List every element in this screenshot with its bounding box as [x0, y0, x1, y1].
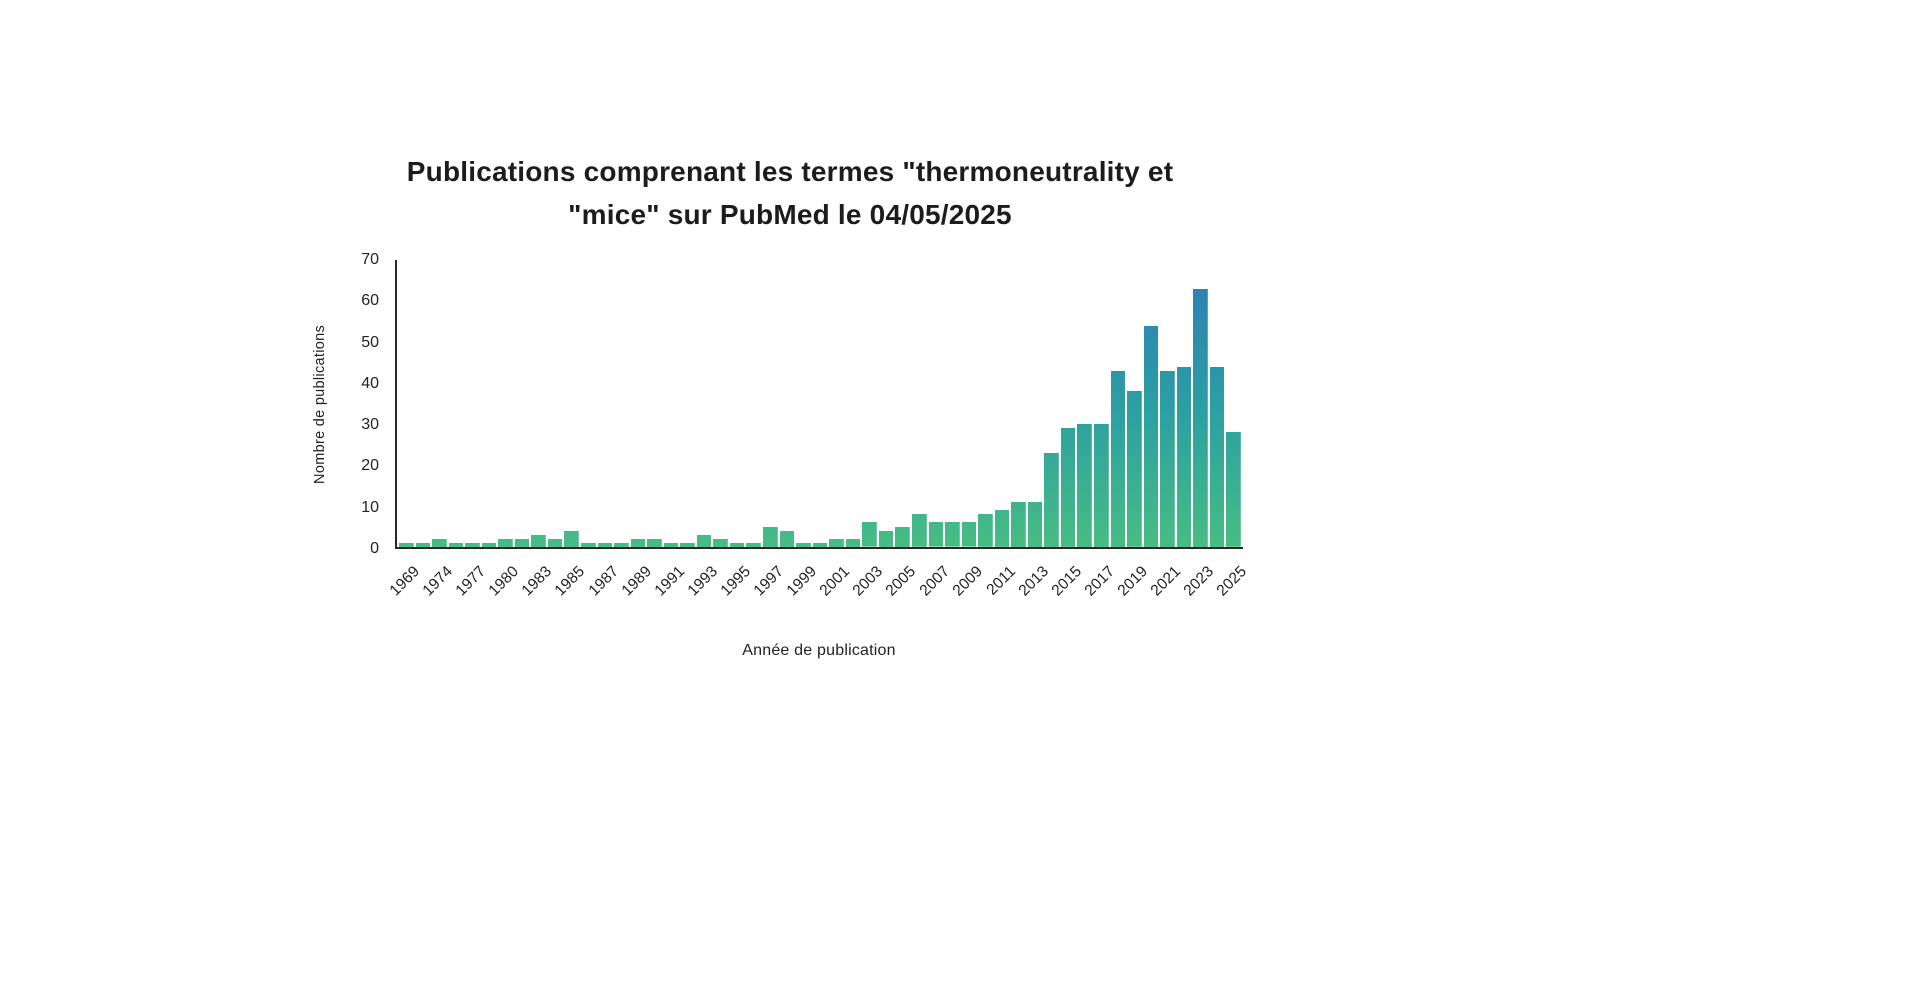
- bar: [911, 514, 927, 547]
- bar: [415, 542, 431, 547]
- bar: [1209, 366, 1225, 547]
- bar: [994, 510, 1010, 547]
- bar: [1044, 452, 1059, 547]
- bar: [432, 538, 447, 547]
- bar: [878, 530, 894, 547]
- chart-title-line-2: "mice" sur PubMed le 04/05/2025: [568, 199, 1012, 231]
- bar: [680, 542, 695, 547]
- x-tick-label: 2015: [1048, 563, 1085, 600]
- bar: [895, 526, 910, 547]
- x-tick-label: 1995: [717, 563, 754, 600]
- bar: [647, 538, 662, 547]
- bar: [531, 534, 546, 547]
- x-tick-label: 1980: [485, 563, 522, 600]
- bar: [1127, 391, 1142, 547]
- bar: [829, 538, 844, 547]
- bar: [630, 538, 646, 547]
- bar: [1027, 501, 1043, 547]
- x-axis-title: Année de publication: [742, 642, 896, 659]
- y-axis-title: Nombre de publications: [312, 260, 328, 549]
- bar: [1110, 370, 1126, 547]
- x-tick-label: 1977: [452, 563, 489, 600]
- bar: [465, 542, 480, 547]
- x-tick-label: 1969: [386, 563, 423, 600]
- x-tick-label: 1985: [551, 563, 588, 600]
- bar: [812, 542, 828, 547]
- bar: [1077, 424, 1092, 547]
- bar: [713, 538, 728, 547]
- plot-area: [395, 260, 1243, 549]
- bar: [498, 538, 513, 547]
- bar: [928, 522, 944, 547]
- bar: [779, 530, 795, 547]
- y-tick-label: 70: [361, 251, 379, 268]
- y-tick-label: 50: [361, 333, 379, 351]
- y-tick-label: 40: [361, 374, 379, 392]
- bar: [1176, 366, 1192, 547]
- x-tick-label: 1983: [518, 563, 555, 600]
- bar: [845, 538, 861, 547]
- bar: [978, 514, 993, 547]
- bar: [961, 522, 977, 547]
- bar: [481, 542, 497, 547]
- x-tick-label: 2003: [849, 563, 886, 600]
- bar: [862, 522, 877, 547]
- chart-title: Publications comprenant les termes "ther…: [300, 150, 1280, 237]
- x-tick-label: 1993: [684, 563, 721, 600]
- bar: [547, 538, 563, 547]
- x-tick-label: 2025: [1213, 563, 1250, 600]
- bar: [564, 530, 580, 547]
- bar: [763, 526, 778, 547]
- bar: [796, 542, 811, 547]
- y-tick-label: 60: [361, 292, 379, 310]
- x-tick-label: 2007: [916, 563, 953, 600]
- bar: [729, 542, 745, 547]
- x-tick-label: 2017: [1081, 563, 1118, 600]
- x-tick-label: 1989: [618, 563, 655, 600]
- x-tick-label: 2009: [949, 563, 986, 600]
- chart-title-line-1: Publications comprenant les termes "ther…: [406, 156, 1174, 187]
- y-axis-ticks: 0 10 20 30 40 50 60 70: [330, 251, 385, 557]
- bar: [597, 542, 613, 547]
- x-tick-label: 2005: [882, 563, 919, 600]
- bar: [1093, 424, 1109, 547]
- bar: [614, 542, 629, 547]
- y-tick-label: 0: [370, 540, 379, 557]
- bar: [514, 538, 530, 547]
- bar: [399, 542, 414, 547]
- bar: [448, 542, 464, 547]
- y-axis-title-text: Nombre de publications: [312, 325, 328, 484]
- y-tick-label: 10: [361, 498, 379, 516]
- y-tick-label: 20: [361, 457, 379, 475]
- bar: [1160, 370, 1175, 547]
- x-tick-label: 2019: [1114, 563, 1151, 600]
- bar: [581, 542, 596, 547]
- x-tick-label: 2011: [982, 563, 1019, 599]
- bar: [663, 542, 679, 547]
- bar: [1060, 428, 1076, 547]
- x-tick-label: 1987: [585, 563, 622, 600]
- x-tick-label: 1997: [750, 563, 787, 600]
- x-tick-label: 1999: [783, 563, 820, 600]
- bar: [1226, 432, 1241, 547]
- bar: [746, 542, 762, 547]
- bar: [1011, 501, 1026, 547]
- x-tick-label: 2013: [1015, 563, 1052, 600]
- x-tick-label: 2023: [1180, 563, 1217, 600]
- bar: [945, 522, 960, 547]
- x-tick-label: 2001: [816, 563, 853, 600]
- x-tick-label: 2021: [1147, 563, 1184, 600]
- x-tick-label: 1974: [419, 563, 456, 600]
- x-tick-label: 1991: [651, 563, 688, 600]
- y-tick-label: 30: [361, 416, 379, 434]
- bar: [1143, 325, 1159, 547]
- bar: [696, 534, 712, 547]
- x-axis-ticks: 1969 1974 1977 1980 1983 1985 1987 1989 1991 1993…: [386, 553, 1249, 638]
- bar: [1193, 288, 1208, 547]
